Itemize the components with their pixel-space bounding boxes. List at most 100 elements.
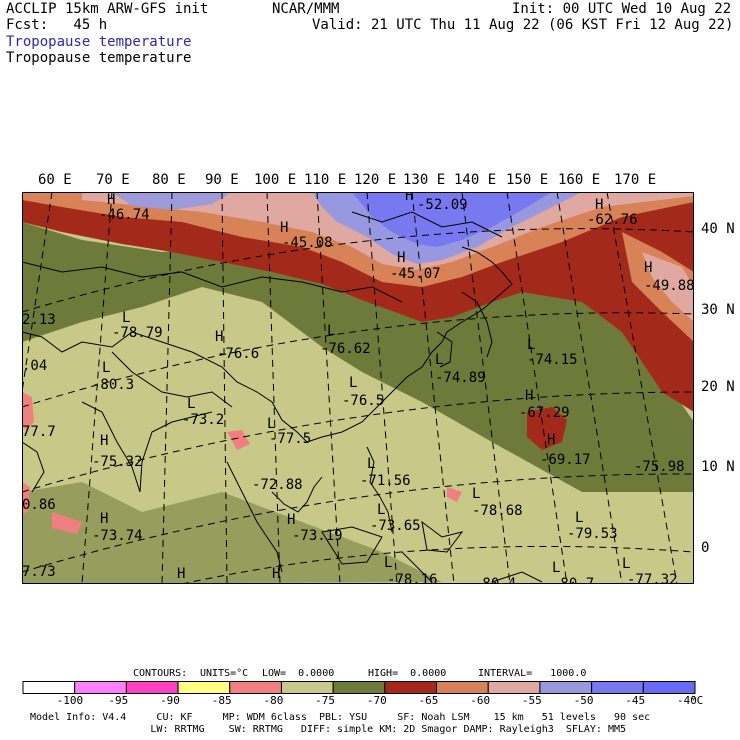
graticule-line	[506, 192, 568, 584]
field-patch-salmon	[227, 430, 250, 450]
colorbar-swatch	[125, 681, 179, 694]
extremum-value: -80.3	[92, 377, 134, 393]
graticule-line	[266, 192, 281, 584]
extremum-symbol: L	[622, 556, 630, 572]
field-patch-red	[527, 407, 567, 450]
field-patch-lavender-west	[112, 192, 232, 210]
graticule-line	[22, 473, 694, 573]
extremum-value: -75.32	[92, 454, 143, 470]
lon-label: 70 E	[96, 172, 130, 188]
colorbar-tick-label: -80	[263, 694, 284, 707]
extremum-value: -76.6	[217, 346, 259, 362]
extremum-value: -73.19	[292, 528, 343, 544]
colorbar-tick-label: -45	[625, 694, 646, 707]
colorbar-tick-label: -90	[160, 694, 180, 707]
extremum-value: -80.4	[474, 576, 516, 584]
lat-label: 30 N	[701, 302, 735, 318]
extremum-value: -74.89	[435, 370, 486, 386]
field-band-orange-east	[622, 232, 694, 342]
lon-label: 90 E	[205, 172, 239, 188]
field-title-primary: Tropopause temperature	[6, 34, 192, 50]
colorbar-swatch	[280, 681, 334, 694]
graticule-line	[316, 192, 341, 584]
graticule-line	[161, 192, 173, 584]
extremum-value: -72.88	[252, 477, 303, 493]
lon-label: 160 E	[558, 172, 601, 188]
field-band-blue	[352, 192, 552, 247]
extremum-value: -75.98	[634, 459, 685, 475]
colorbar-swatch	[74, 681, 127, 694]
coastlines	[22, 211, 543, 583]
lon-label: 150 E	[506, 172, 549, 188]
extremum-symbol: L	[349, 375, 357, 391]
graticule-line	[81, 192, 113, 584]
colorbar-tick-label: -95	[108, 694, 129, 707]
extremum-symbol: H	[215, 329, 223, 345]
lon-label: 130 E	[403, 172, 446, 188]
colorbar-swatch	[177, 681, 231, 694]
colorbar-tick-label: -75	[315, 694, 336, 707]
extremum-symbol: L	[575, 510, 583, 526]
extremum-symbol: L	[384, 555, 392, 571]
extremum-value: -73.65	[370, 518, 421, 534]
extremum-value: -76.62	[320, 341, 371, 357]
field-patch-salmon	[447, 487, 462, 502]
extremum-symbol: L	[552, 560, 560, 576]
extremum-symbol: H	[287, 512, 295, 528]
graticule-line	[411, 192, 455, 584]
contours-label: CONTOURS:	[133, 668, 188, 679]
extremum-symbol: H	[525, 388, 533, 404]
extremum-value: -45.08	[282, 235, 333, 251]
extremum-symbol: L	[267, 416, 275, 432]
colorbar-swatch	[229, 681, 282, 694]
extremum-symbol: H	[280, 220, 288, 236]
extremum-symbol: H	[100, 511, 108, 527]
extremum-value: -67.29	[519, 405, 570, 421]
extremum-value: -45.07	[390, 266, 441, 282]
contours-low: LOW= 0.0000	[262, 668, 335, 679]
colorbar-swatch	[487, 681, 541, 694]
extremum-value: -78.79	[112, 325, 163, 341]
colorbar-unit: °C	[690, 694, 704, 707]
colorbar-swatch	[539, 681, 593, 694]
lat-label: 20 N	[701, 379, 735, 395]
graticule-line	[556, 192, 623, 584]
lat-label: 0	[701, 540, 710, 556]
model-info-line1: Model Info: V4.4 CU: KF MP: WDM 6class P…	[30, 712, 651, 723]
extremum-symbol: H	[397, 250, 405, 266]
lon-label: 170 E	[614, 172, 657, 188]
extremum-value: -73.2	[182, 412, 224, 428]
tropopause-temperature-map: H -46.74 -52.09 H H -62.76 H -45.08 H -4…	[22, 192, 694, 584]
map-frame	[22, 192, 694, 584]
lon-label: 80 E	[152, 172, 186, 188]
extrema-labels: H -46.74 -52.09 H H -62.76 H -45.08 H -4…	[22, 192, 694, 584]
colorbar-tick-label: -70	[366, 694, 387, 707]
field-patch-salmon	[22, 392, 34, 430]
extremum-symbol: H	[405, 192, 413, 204]
init-time: Init: 00 UTC Wed 10 Aug 22	[512, 1, 732, 17]
field-title-secondary: Tropopause temperature	[6, 50, 192, 66]
extremum-value: -76.5	[342, 393, 384, 409]
colorbar-swatch	[332, 681, 386, 694]
graticule-line	[22, 192, 53, 393]
model-info-line2: LW: RRTMG SW: RRTMG DIFF: simple KM: 2D …	[30, 724, 627, 735]
lat-label: 40 N	[701, 221, 735, 237]
extremum-symbol: H	[272, 566, 280, 582]
extremum-value: -78.16	[387, 572, 438, 584]
graticule	[22, 192, 694, 584]
extremum-value: -80.7	[552, 576, 594, 584]
extremum-value: 0.86	[22, 497, 56, 513]
colorbar-tick-label: -100	[56, 694, 84, 707]
extremum-value: -62.76	[587, 212, 638, 228]
valid-time: Valid: 21 UTC Thu 11 Aug 22 (06 KST Fri …	[312, 17, 734, 33]
extremum-value: -77.5	[269, 431, 311, 447]
field-patch-salmon	[52, 512, 82, 534]
contours-high: HIGH= 0.0000	[368, 668, 447, 679]
extremum-symbol: L	[327, 323, 335, 339]
colorbar-swatch	[22, 681, 76, 694]
contours-units: UNITS=°C	[200, 668, 249, 679]
extremum-symbol: L	[472, 486, 480, 502]
extremum-symbol: H	[100, 433, 108, 449]
extremum-symbol: L	[367, 456, 375, 472]
contours-interval: INTERVAL= 1000.0	[478, 668, 587, 679]
